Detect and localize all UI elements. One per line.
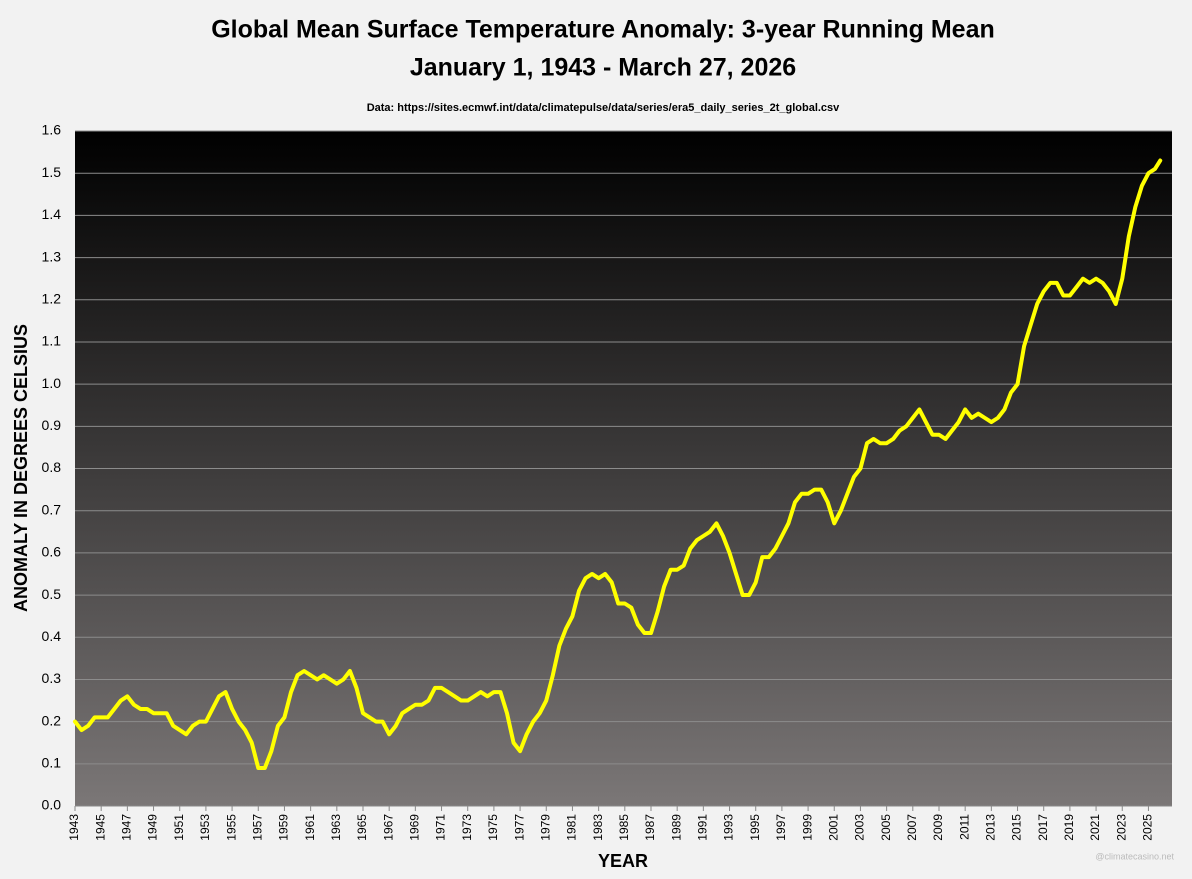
x-tick-label: 1999	[800, 814, 814, 841]
y-tick-label: 0.5	[42, 586, 62, 602]
y-tick-label: 0.6	[42, 544, 62, 560]
series-line	[73, 158, 1163, 771]
y-tick-label: 0.2	[42, 712, 62, 728]
x-tick-label: 2011	[957, 814, 971, 840]
y-tick-label: 0.4	[42, 628, 62, 644]
x-tick-label: 1943	[67, 814, 81, 841]
x-tick-label: 2001	[826, 814, 840, 841]
x-tick-label: 1951	[172, 814, 186, 841]
x-tick-label: 1945	[93, 814, 107, 841]
y-tick-label: 0.3	[42, 670, 62, 686]
x-tick-label: 1953	[198, 814, 212, 841]
x-tick-label: 1981	[565, 814, 579, 841]
x-tick-label: 1987	[643, 814, 657, 841]
x-tick-label: 2007	[905, 814, 919, 841]
x-tick-label: 1965	[355, 814, 369, 841]
x-tick-label: 1975	[486, 814, 500, 841]
source-note: Data: https://sites.ecmwf.int/data/clima…	[367, 102, 840, 114]
x-tick-label: 2009	[931, 814, 945, 841]
y-tick-label: 0.1	[42, 755, 62, 771]
chart-title: Global Mean Surface Temperature Anomaly:…	[211, 16, 995, 44]
y-axis-label: ANOMALY IN DEGREES CELSIUS	[11, 324, 31, 612]
x-tick-label: 2021	[1088, 814, 1102, 841]
x-tick-label: 1985	[617, 814, 631, 841]
x-tick-label: 1977	[512, 814, 526, 841]
x-tick-label: 1963	[329, 814, 343, 841]
x-tick-label: 2005	[879, 814, 893, 841]
x-tick-label: 1989	[669, 814, 683, 841]
x-tick-label: 2025	[1141, 814, 1155, 841]
y-tick-label: 1.6	[42, 122, 62, 138]
x-tick-label: 1949	[146, 814, 160, 841]
y-tick-label: 0.0	[42, 797, 62, 813]
x-tick-label: 1993	[722, 814, 736, 841]
y-tick-label: 0.8	[42, 459, 62, 475]
x-tick-label: 1973	[460, 814, 474, 841]
x-tick-label: 2013	[984, 814, 998, 841]
x-tick-label: 1971	[434, 814, 448, 841]
x-tick-label: 2017	[1036, 814, 1050, 841]
x-tick-label: 1947	[120, 814, 134, 841]
x-tick-label: 2015	[1010, 814, 1024, 841]
x-tick-label: 1957	[250, 814, 264, 841]
y-tick-label: 0.7	[42, 501, 62, 517]
x-tick-label: 1961	[303, 814, 317, 841]
plot-layer: 0.0 0.1 0.2 0.3 0.4 0.5 0.6 0.7 0.8 0.9 1.0 1.1 1.2 1…	[42, 122, 1172, 841]
y-tick-label: 1.1	[42, 333, 62, 349]
x-tick-label: 1995	[748, 814, 762, 841]
x-tick-label: 1959	[277, 814, 291, 841]
x-tick-label: 1997	[774, 814, 788, 841]
y-tick-label: 1.0	[42, 375, 62, 391]
y-tick-label: 1.4	[42, 206, 62, 222]
y-tick-label: 1.5	[42, 164, 62, 180]
credit: @climatecasino.net	[1095, 851, 1174, 861]
x-axis-label: YEAR	[598, 851, 648, 871]
x-tick-label: 2003	[853, 814, 867, 841]
x-tick-label: 1955	[224, 814, 238, 841]
x-tick-label: 1967	[381, 814, 395, 841]
x-tick-label: 1991	[696, 814, 710, 841]
x-tick-label: 1983	[591, 814, 605, 841]
chart-subtitle: January 1, 1943 - March 27, 2026	[410, 54, 796, 82]
x-tick-label: 2023	[1114, 814, 1128, 841]
y-tick-label: 1.2	[42, 290, 62, 306]
x-tick-label: 1969	[408, 814, 422, 841]
x-tick-label: 2019	[1062, 814, 1076, 841]
y-tick-label: 1.3	[42, 248, 62, 264]
y-tick-label: 0.9	[42, 417, 62, 433]
x-tick-label: 1979	[538, 814, 552, 841]
